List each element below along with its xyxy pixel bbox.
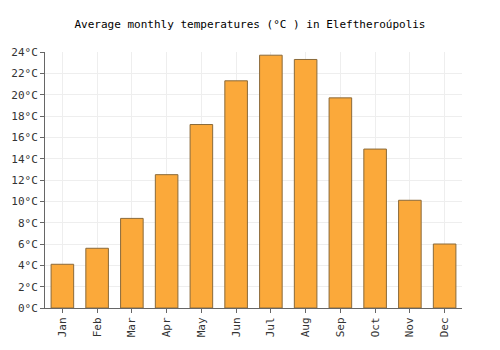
svg-text:24°C: 24°C	[11, 46, 38, 59]
svg-text:Apr: Apr	[160, 317, 173, 337]
svg-text:Dec: Dec	[438, 317, 451, 337]
svg-text:2°C: 2°C	[18, 281, 38, 294]
svg-text:10°C: 10°C	[11, 195, 38, 208]
svg-text:Jul: Jul	[264, 317, 277, 337]
svg-text:14°C: 14°C	[11, 153, 38, 166]
svg-text:16°C: 16°C	[11, 131, 38, 144]
svg-text:Nov: Nov	[403, 317, 416, 337]
svg-text:12°C: 12°C	[11, 174, 38, 187]
svg-text:May: May	[195, 317, 208, 337]
svg-text:Feb: Feb	[91, 317, 104, 337]
svg-text:Jan: Jan	[56, 317, 69, 337]
svg-text:18°C: 18°C	[11, 110, 38, 123]
svg-text:Aug: Aug	[299, 317, 312, 337]
svg-text:8°C: 8°C	[18, 217, 38, 230]
svg-text:6°C: 6°C	[18, 238, 38, 251]
svg-text:4°C: 4°C	[18, 259, 38, 272]
svg-text:Sep: Sep	[334, 317, 347, 337]
svg-text:Mar: Mar	[125, 317, 138, 337]
svg-text:Oct: Oct	[369, 317, 382, 337]
svg-text:22°C: 22°C	[11, 67, 38, 80]
svg-text:Jun: Jun	[230, 317, 243, 337]
svg-text:0°C: 0°C	[18, 302, 38, 315]
svg-text:20°C: 20°C	[11, 89, 38, 102]
svg-text:Average monthly temperatures (: Average monthly temperatures (°C ) in El…	[75, 18, 426, 31]
